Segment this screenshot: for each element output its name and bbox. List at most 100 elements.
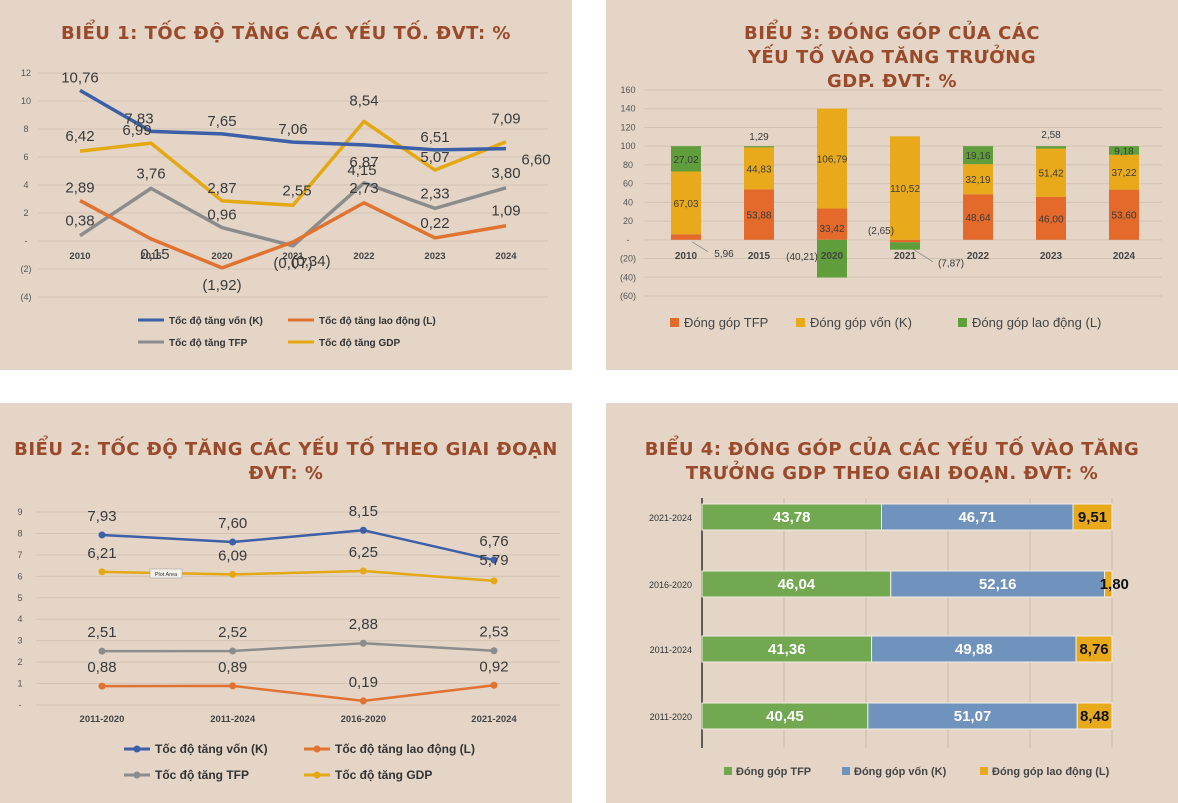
data-label: 2,58 bbox=[1041, 130, 1061, 141]
data-point bbox=[490, 681, 498, 689]
bar-segment-dong-gop-lao-dong-l bbox=[817, 239, 847, 278]
series-line-toc-do-tang-tfp bbox=[79, 181, 507, 248]
data-label: 1,09 bbox=[491, 203, 520, 220]
data-label: 2,73 bbox=[349, 180, 378, 197]
data-label: (0,34) bbox=[291, 253, 330, 270]
bar-segment-dong-gop-lao-dong-l bbox=[1075, 635, 1113, 663]
data-point bbox=[229, 647, 237, 655]
data-label: 6,42 bbox=[65, 128, 94, 145]
data-label: 49,88 bbox=[955, 641, 993, 658]
data-label: (2,65) bbox=[868, 226, 894, 237]
bar-segment-dong-gop-lao-dong-l bbox=[890, 242, 920, 250]
x-tick-label: 2020 bbox=[821, 251, 844, 262]
data-point bbox=[229, 570, 237, 578]
data-label: 0,88 bbox=[87, 659, 116, 676]
data-label: 32,19 bbox=[965, 175, 990, 186]
data-point bbox=[490, 556, 498, 564]
y-tick-label: 10 bbox=[21, 96, 31, 106]
data-label: 5,96 bbox=[714, 249, 734, 260]
x-tick-label: 2020 bbox=[211, 251, 232, 262]
x-tick-label: 2010 bbox=[675, 251, 698, 262]
chart-panel-2: 9 8 7 6 5 4 3 2 1 - 2011-2020 2011-2024 2016-2020 202… bbox=[0, 403, 572, 803]
bar-segment-dong-gop-tfp bbox=[671, 234, 701, 240]
chart-4-title: BIỂU 4: ĐÓNG GÓP CỦA CÁC YẾU TỐ VÀO TĂNG… bbox=[644, 439, 1140, 484]
y-tick-label: 4 bbox=[23, 180, 28, 190]
legend-marker bbox=[313, 771, 321, 779]
bar-segment-dong-gop-von-k bbox=[871, 635, 1077, 663]
y-tick-label: (20) bbox=[620, 254, 636, 264]
x-tick-label: 2010 bbox=[69, 251, 90, 262]
data-label: 6,25 bbox=[349, 544, 378, 561]
series-line-toc-do-tang-von-k bbox=[101, 528, 495, 562]
category-label: 2021-2024 bbox=[649, 513, 692, 523]
y-tick-label: 140 bbox=[620, 104, 635, 114]
y-tick-label: 1 bbox=[17, 679, 22, 689]
data-point bbox=[490, 577, 498, 585]
x-tick-label: 2016-2020 bbox=[341, 714, 386, 725]
y-tick-label: 2 bbox=[23, 208, 28, 218]
data-label: 106,79 bbox=[817, 155, 848, 166]
chart-panel-4: 2021-2024 43,78 46,71 9,51 2016-2020 46,04 52,… bbox=[606, 403, 1178, 803]
legend-label: Tốc độ tăng vốn (K) bbox=[169, 315, 263, 327]
bar-segment-dong-gop-von-k bbox=[963, 164, 993, 195]
legend-marker bbox=[133, 745, 141, 753]
data-label: (7,87) bbox=[938, 259, 964, 270]
legend-label: Tốc độ tăng GDP bbox=[319, 337, 400, 349]
series-line-toc-do-tang-lao-dong-l bbox=[79, 199, 507, 270]
data-label: 8,54 bbox=[349, 92, 378, 109]
data-point bbox=[359, 567, 367, 575]
data-label: 3,80 bbox=[491, 165, 520, 182]
chart-2-svg: 9 8 7 6 5 4 3 2 1 - 2011-2020 2011-2024 2016-2020 202… bbox=[17, 503, 560, 782]
chart-3-svg: 160 140 120 100 80 60 40 20 - (20) (40) (60) 2010 201… bbox=[620, 85, 1162, 330]
data-label: 40,45 bbox=[766, 708, 804, 725]
data-label: 2,87 bbox=[207, 180, 236, 197]
data-label: 46,71 bbox=[958, 509, 996, 526]
plot-area-tooltip-text: Plot Area bbox=[155, 572, 178, 578]
bar-segment-dong-gop-lao-dong-l bbox=[1104, 570, 1113, 598]
bar-segment-dong-gop-tfp bbox=[701, 702, 869, 730]
bar-segment-dong-gop-tfp bbox=[1036, 196, 1066, 240]
data-label: 6,87 bbox=[349, 154, 378, 171]
x-tick-label: 2024 bbox=[1113, 251, 1136, 262]
x-tick-label: 2021 bbox=[894, 251, 917, 262]
y-tick-label: 3 bbox=[17, 636, 22, 646]
data-label: 7,60 bbox=[218, 515, 247, 532]
data-point bbox=[98, 647, 106, 655]
y-tick-label: (2) bbox=[21, 264, 32, 274]
bar-segment-dong-gop-lao-dong-l bbox=[1076, 702, 1113, 730]
series-line-toc-do-tang-gdp bbox=[79, 119, 507, 208]
bar-segment-dong-gop-tfp bbox=[817, 208, 847, 240]
category-label: 2011-2024 bbox=[650, 645, 692, 655]
bar-segment-dong-gop-von-k bbox=[867, 702, 1078, 730]
chart-panel-3: 160 140 120 100 80 60 40 20 - (20) (40) (60) 2010 201… bbox=[606, 0, 1178, 370]
legend-label: Tốc độ tăng lao động (L) bbox=[335, 742, 475, 756]
legend-marker bbox=[133, 771, 141, 779]
data-label: 1,29 bbox=[749, 132, 769, 143]
x-tick-label: 2022 bbox=[967, 251, 990, 262]
bar-segment-dong-gop-lao-dong-l bbox=[744, 146, 774, 148]
x-tick-label: 2015 bbox=[748, 251, 771, 262]
bar-segment-dong-gop-von-k bbox=[880, 503, 1074, 531]
chart-panel-1: 12 10 8 6 4 2 - (2) (4) 2010 2015 2020 2021 2022 2023 2… bbox=[0, 0, 572, 370]
y-tick-label: 4 bbox=[17, 614, 22, 624]
data-label: 37,22 bbox=[1111, 168, 1136, 179]
category-label: 2011-2020 bbox=[650, 712, 692, 722]
data-label: 0,19 bbox=[349, 674, 378, 691]
chart-4-svg: 2021-2024 43,78 46,71 9,51 2016-2020 46,04 52,… bbox=[649, 498, 1129, 778]
data-label: 6,76 bbox=[479, 533, 508, 550]
y-tick-label: (60) bbox=[620, 291, 636, 301]
y-tick-label: 120 bbox=[620, 122, 635, 132]
data-label: 7,65 bbox=[207, 113, 236, 130]
data-label: 10,76 bbox=[61, 69, 99, 86]
data-label: 4,15 bbox=[347, 162, 376, 179]
data-label: 46,00 bbox=[1038, 214, 1063, 225]
data-label: 53,60 bbox=[1111, 211, 1136, 222]
data-label: 2,52 bbox=[218, 624, 247, 641]
y-tick-label: (4) bbox=[21, 292, 32, 302]
y-tick-label: 60 bbox=[623, 179, 633, 189]
x-tick-label: 2024 bbox=[495, 251, 517, 262]
data-label: 8,76 bbox=[1079, 641, 1108, 658]
y-tick-label: 8 bbox=[23, 124, 28, 134]
data-label: 6,60 bbox=[521, 152, 550, 169]
data-label: (1,92) bbox=[202, 277, 241, 294]
